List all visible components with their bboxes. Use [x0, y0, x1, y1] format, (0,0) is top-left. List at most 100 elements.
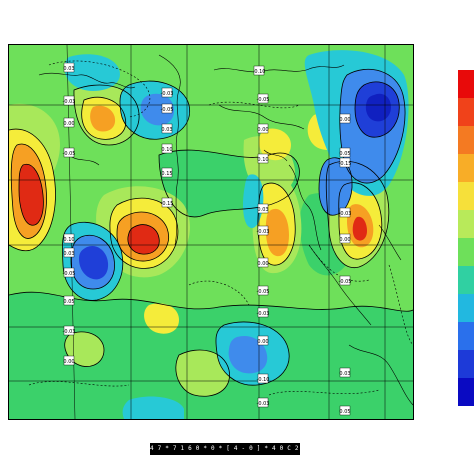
color-scale-swatch: [458, 70, 474, 98]
coastlines: [38, 54, 413, 406]
color-scale-swatch: [458, 294, 474, 322]
contour-label: 0.00: [339, 113, 351, 124]
color-scale-swatch: [458, 126, 474, 154]
contour-label: -0.10: [257, 373, 270, 384]
contour-label: -0.05: [63, 267, 75, 278]
contour-label-box: [63, 117, 75, 128]
core-red-center: [127, 224, 160, 255]
map-footer-caption: 4 7 * 7 1 6 0 * 0 * [ 4 - 0 ] * 4 0 C 2 …: [150, 443, 300, 455]
contour-label-text: -0.03: [161, 91, 174, 97]
contour-label-text: -0.03: [339, 211, 352, 217]
contour-label-text: 0.03: [161, 127, 172, 133]
color-scale-swatch: [458, 154, 474, 182]
contour-label-text: -0.05: [161, 107, 174, 113]
core-red-east: [352, 216, 367, 241]
contour-label-box: [257, 123, 269, 134]
core-lightblue-north: [140, 93, 175, 126]
contour-label-box: [257, 397, 269, 408]
contour-label-text: 0.03: [63, 66, 74, 72]
color-scale-bar: [458, 70, 474, 406]
contour-label: -0.03: [339, 207, 352, 218]
contour-label-box: [161, 143, 173, 154]
contour-label-text: 0.05: [63, 299, 74, 305]
contour-label: 0.03: [63, 247, 75, 258]
contour-label-box: [257, 335, 269, 346]
patch-yellow-south: [144, 303, 179, 334]
contour-label-box: [339, 233, 351, 244]
contour-label-box: [63, 295, 75, 306]
contour-label-box: [257, 93, 269, 104]
contour-label: 0.03: [161, 123, 173, 134]
contour-label-box: [63, 233, 75, 244]
core-lightblue-mid: [228, 335, 268, 374]
color-scale-swatch: [458, 98, 474, 126]
contour-label-box: [63, 325, 75, 336]
contour-label-text: 0.00: [339, 117, 350, 123]
contour-label-text: -0.05: [257, 289, 270, 295]
contour-label-text: 0.00: [339, 237, 350, 243]
contour-label: 0.00: [257, 335, 269, 346]
color-scale-swatch: [458, 182, 474, 210]
contour-label: 0.03: [257, 203, 269, 214]
contour-label-text: 0.03: [339, 371, 350, 377]
color-scale-swatch: [458, 266, 474, 294]
contour-label-box: [339, 113, 351, 124]
contour-label: 0.03: [63, 62, 75, 73]
core-orange-northwest: [90, 105, 116, 132]
contour-label-text: 0.10: [257, 157, 268, 163]
contour-label: -0.15: [161, 197, 174, 208]
contour-map: 0.03 -0.03 0.00 -0.05 0.10 0.03 -0.05 0.05 -0.03…: [8, 44, 414, 420]
contour-label-text: -0.15: [161, 201, 174, 207]
contour-label: -0.03: [257, 397, 270, 408]
contour-label: -0.03: [63, 325, 76, 336]
contour-label-text: 0.10: [63, 237, 74, 243]
contour-label: 0.00: [257, 123, 269, 134]
contour-label-box: [257, 257, 269, 268]
contour-label-box: [257, 373, 269, 384]
contour-label-box: [161, 167, 173, 178]
contour-label-box: [339, 147, 351, 158]
contour-label: 0.03: [339, 367, 351, 378]
contour-label-text: -0.05: [63, 151, 76, 157]
contour-label: -0.05: [339, 275, 352, 286]
contour-label-text: -0.10: [257, 377, 270, 383]
contour-label: 0.00: [63, 355, 75, 366]
contour-label: 0.05: [339, 147, 351, 158]
contour-label-box: [339, 275, 351, 286]
patch-light-green-7: [175, 350, 230, 397]
contour-label: -0.03: [63, 95, 75, 106]
contour-label-box: [339, 207, 351, 218]
contour-label-text: 0.00: [257, 127, 268, 133]
contour-label: 0.05: [339, 405, 351, 416]
color-scale-swatch: [458, 322, 474, 350]
contour-label-box: [257, 285, 269, 296]
contour-label-box: [257, 153, 269, 164]
contour-label-text: 0.03: [63, 251, 74, 257]
contour-label: 0.00: [63, 117, 75, 128]
color-scale-swatch: [458, 210, 474, 238]
contour-label-text: 0.15: [161, 171, 172, 177]
contour-label-text: -0.03: [257, 229, 270, 235]
contour-label-box: [161, 103, 173, 114]
contour-label-text: 0.05: [339, 151, 350, 157]
contour-label: -0.05: [257, 285, 270, 296]
contour-label: -0.03: [161, 87, 174, 98]
contour-label-text: 0.00: [257, 339, 268, 345]
contour-label-text: -0.03: [257, 311, 270, 317]
contour-label-box: [161, 87, 173, 98]
contour-label-text: 0.03: [257, 207, 268, 213]
core-blue-center: [79, 245, 109, 280]
contour-label-text: -0.05: [339, 279, 352, 285]
contour-label: 0.10: [257, 153, 269, 164]
color-scale-swatch: [458, 378, 474, 406]
patch-light-green-8: [64, 331, 104, 367]
contour-label-text: -0.03: [257, 401, 270, 407]
contour-label-box: [161, 197, 173, 208]
core-orange-mideast: [265, 208, 289, 257]
contour-label-box: [161, 123, 173, 134]
contour-label: 0.10: [161, 143, 173, 154]
region-cyan-sw: [65, 54, 120, 91]
contour-label-box: [257, 307, 269, 318]
contour-label-box: [63, 247, 75, 258]
contour-label-text: -0.03: [63, 329, 76, 335]
